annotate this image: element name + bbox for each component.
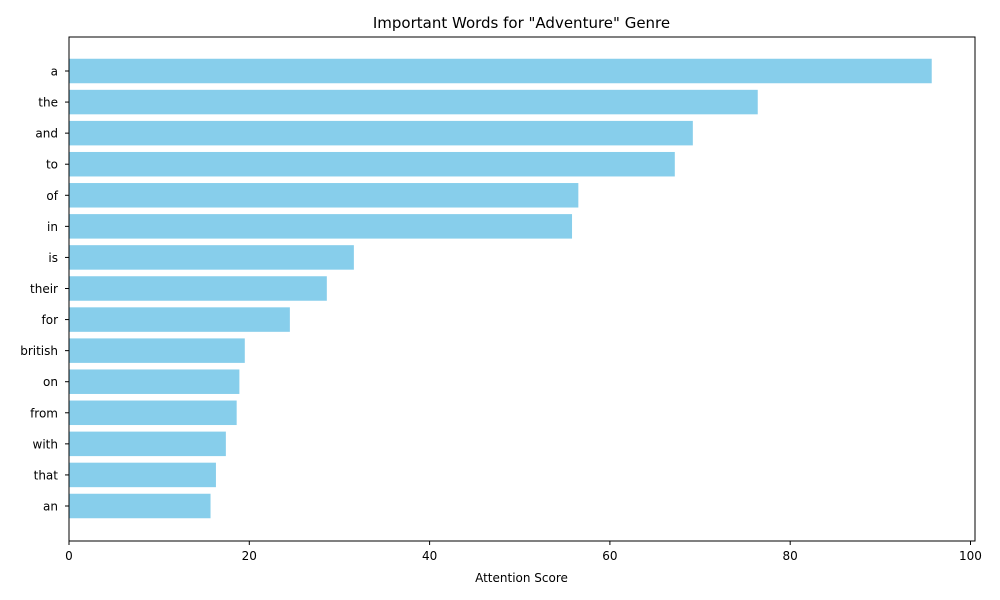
- bar-is: [69, 245, 354, 270]
- bar-for: [69, 307, 290, 332]
- y-tick-label: a: [51, 65, 58, 79]
- bar-a: [69, 58, 932, 84]
- x-axis-label: Attention Score: [475, 571, 568, 585]
- y-tick-label: from: [30, 406, 58, 420]
- bar-on: [69, 369, 240, 394]
- bar-and: [69, 120, 693, 146]
- y-tick-label: of: [46, 189, 58, 203]
- bar-with: [69, 431, 226, 457]
- bars-layer: [69, 58, 932, 519]
- y-tick-label: the: [38, 96, 58, 110]
- x-tick-label: 0: [65, 549, 73, 563]
- chart-title: Important Words for "Adventure" Genre: [373, 14, 670, 32]
- bar-that: [69, 462, 216, 488]
- x-tick-label: 60: [602, 549, 617, 563]
- x-axis: 0 20 40 60 80 100: [65, 541, 982, 563]
- y-tick-label: for: [42, 313, 59, 327]
- y-tick-label: to: [46, 158, 58, 172]
- bar-in: [69, 214, 573, 239]
- y-tick-label: with: [33, 437, 58, 451]
- y-tick-label: an: [43, 500, 58, 514]
- x-tick-label: 100: [959, 549, 982, 563]
- x-tick-label: 20: [242, 549, 257, 563]
- bar-from: [69, 400, 237, 426]
- y-tick-label: that: [34, 468, 59, 482]
- bar-of: [69, 183, 579, 208]
- y-tick-label: on: [43, 375, 58, 389]
- bar-to: [69, 151, 675, 177]
- bar-their: [69, 276, 327, 301]
- y-tick-label: in: [47, 220, 58, 234]
- y-tick-label: british: [20, 344, 58, 358]
- y-tick-label: and: [35, 127, 58, 141]
- y-tick-label: is: [48, 251, 58, 265]
- bar-an: [69, 493, 211, 519]
- x-tick-label: 40: [422, 549, 437, 563]
- bar-british: [69, 338, 245, 363]
- y-axis: a the and to of in is their for british on from with…: [20, 65, 69, 514]
- y-tick-label: their: [30, 282, 58, 296]
- x-tick-label: 80: [783, 549, 798, 563]
- bar-the: [69, 89, 758, 115]
